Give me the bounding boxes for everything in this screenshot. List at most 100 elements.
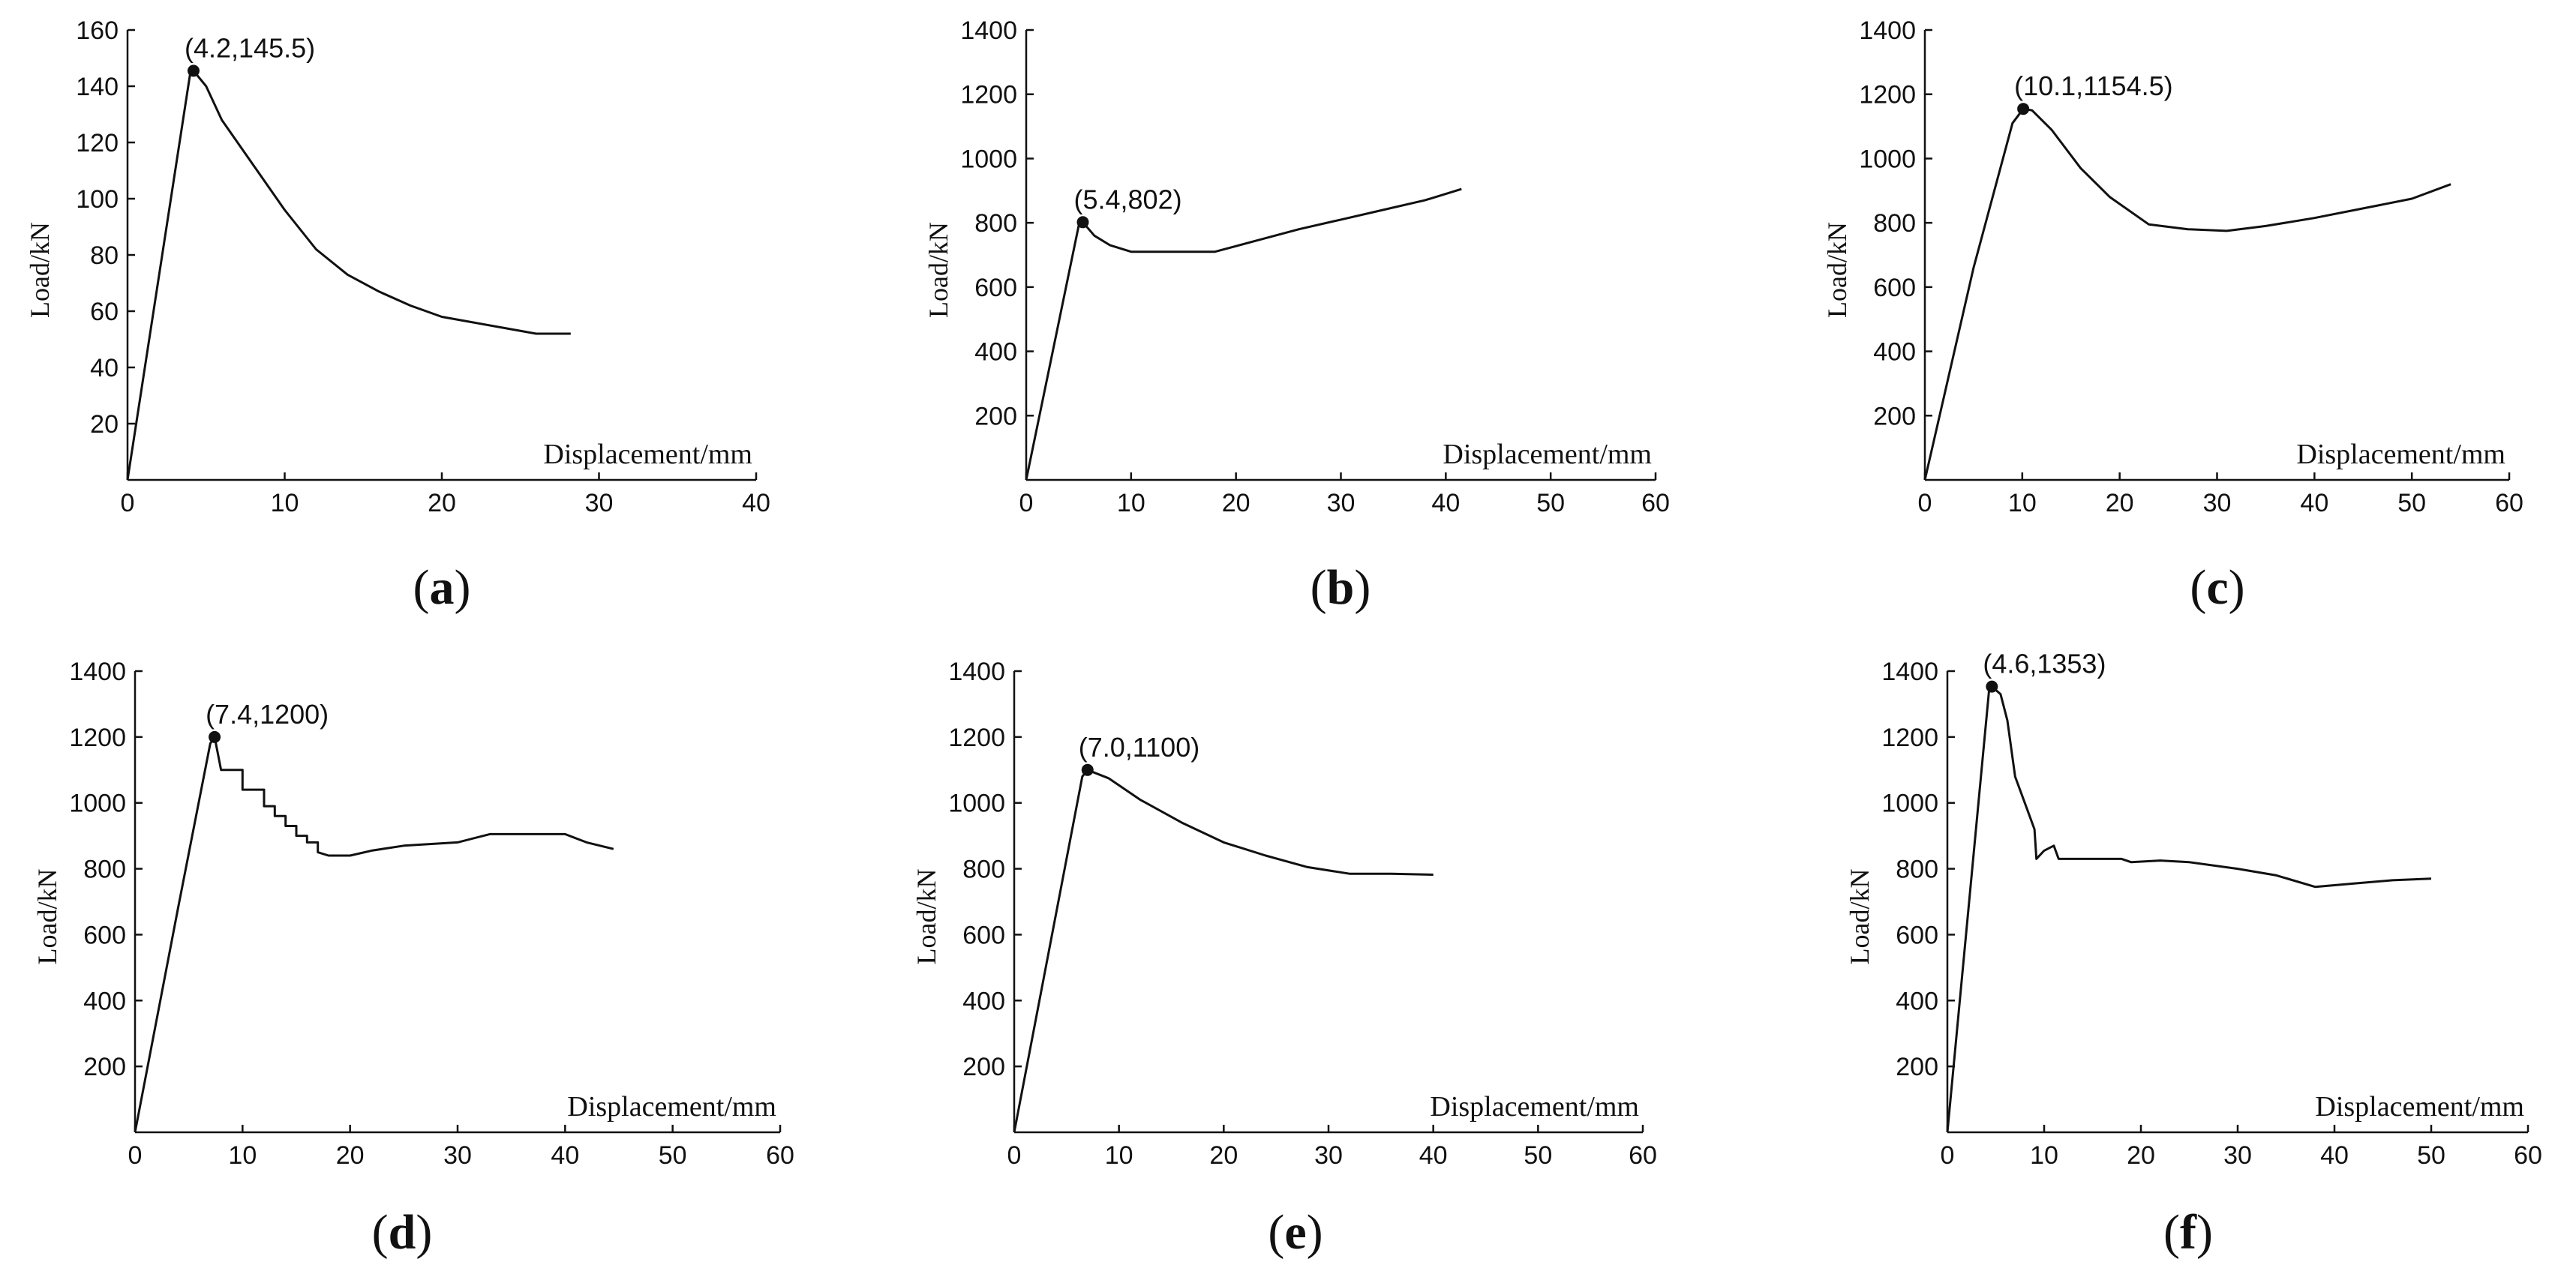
x-tick-label: 0 — [128, 1141, 143, 1170]
chart-panel-e: 0 10 20 30 40 50 60 200 400 600 800 1000 1200 1400 Dis… — [911, 658, 1657, 1260]
y-tick-label: 1400 — [1881, 658, 1938, 686]
y-axis-title: Load/kN — [923, 222, 953, 318]
y-axis-title: Load/kN — [25, 222, 55, 318]
y-tick-label: 400 — [1896, 987, 1938, 1015]
x-axis-title: Displacement/mm — [543, 439, 752, 470]
x-tick-label: 50 — [2397, 489, 2426, 517]
y-tick-label: 100 — [76, 185, 119, 214]
series-line — [126, 69, 571, 481]
chart-panel-b: 0 10 20 30 40 50 60 200 400 600 800 1000 1200 1400 Dis… — [923, 16, 1670, 615]
x-tick-label: 10 — [2030, 1141, 2058, 1170]
x-tick-label: 10 — [271, 489, 299, 517]
y-tick-label: 60 — [90, 298, 119, 326]
series-line — [1946, 685, 2432, 1133]
y-tick-label: 200 — [974, 402, 1017, 430]
y-tick-label: 140 — [76, 73, 119, 101]
y-tick-label: 1000 — [948, 790, 1005, 818]
peak-point — [1081, 763, 1094, 776]
x-tick-label: 60 — [1629, 1141, 1657, 1170]
x-tick-label: 40 — [2320, 1141, 2349, 1170]
y-tick-label: 1000 — [1859, 145, 1916, 173]
x-tick-label: 50 — [1524, 1141, 1552, 1170]
x-tick-label: 10 — [2008, 489, 2037, 517]
x-tick-label: 40 — [2300, 489, 2328, 517]
x-axis-title: Displacement/mm — [567, 1091, 776, 1123]
x-tick-label: 40 — [1431, 489, 1460, 517]
x-tick-label: 20 — [336, 1141, 365, 1170]
y-tick-label: 400 — [962, 987, 1005, 1015]
x-tick-label: 10 — [228, 1141, 257, 1170]
x-tick-label: 0 — [121, 489, 135, 517]
series-line — [1923, 107, 2451, 481]
panel-caption: (d) — [372, 1205, 433, 1260]
y-tick-label: 1200 — [69, 724, 126, 752]
y-axis-title: Load/kN — [32, 869, 62, 965]
x-tick-label: 40 — [742, 489, 770, 517]
peak-point — [2017, 103, 2030, 115]
y-tick-label: 800 — [962, 856, 1005, 884]
panel-caption: (c) — [2190, 560, 2244, 615]
x-tick-label: 30 — [2223, 1141, 2252, 1170]
x-tick-label: 20 — [2106, 489, 2134, 517]
peak-label: (5.4,802) — [1074, 184, 1182, 214]
y-tick-label: 200 — [1873, 402, 1916, 430]
y-tick-label: 80 — [90, 241, 119, 270]
y-tick-label: 40 — [90, 354, 119, 382]
y-axis-title: Load/kN — [1845, 869, 1875, 965]
x-tick-label: 20 — [2127, 1141, 2155, 1170]
x-tick-label: 60 — [2495, 489, 2523, 517]
y-tick-label: 1400 — [960, 16, 1017, 45]
y-tick-label: 1200 — [1881, 724, 1938, 752]
chart-panel-a: 0 10 20 30 40 20 40 60 80 100 120 140 160 Displacemen… — [25, 16, 770, 615]
y-tick-label: 600 — [962, 921, 1005, 949]
chart-panel-f: 0 10 20 30 40 50 60 200 400 600 800 1000 1200 1400 Dis… — [1845, 649, 2542, 1260]
y-tick-label: 1000 — [960, 145, 1017, 173]
y-tick-label: 600 — [974, 274, 1017, 302]
peak-label: (4.2,145.5) — [185, 32, 315, 63]
peak-point — [1986, 680, 1998, 693]
y-tick-label: 1200 — [1859, 81, 1916, 109]
y-tick-label: 1200 — [960, 81, 1017, 109]
y-tick-label: 600 — [83, 921, 126, 949]
y-tick-label: 120 — [76, 129, 119, 157]
x-tick-label: 0 — [1019, 489, 1034, 517]
y-tick-label: 200 — [83, 1053, 126, 1081]
chart-panel-c: 0 10 20 30 40 50 60 200 400 600 800 1000 1200 1400 Dis… — [1822, 16, 2523, 615]
y-tick-label: 600 — [1873, 274, 1916, 302]
x-tick-label: 30 — [585, 489, 614, 517]
x-tick-label: 20 — [1222, 489, 1250, 517]
y-tick-label: 1000 — [69, 790, 126, 818]
x-tick-label: 20 — [428, 489, 456, 517]
x-tick-label: 40 — [551, 1141, 579, 1170]
chart-panel-d: 0 10 20 30 40 50 60 200 400 600 800 1000 1200 1400 Dis… — [32, 658, 794, 1260]
y-axis-title: Load/kN — [1822, 222, 1852, 318]
y-tick-label: 1400 — [1859, 16, 1916, 45]
y-tick-label: 800 — [1873, 209, 1916, 238]
y-tick-label: 1000 — [1881, 790, 1938, 818]
y-tick-label: 1400 — [948, 658, 1005, 686]
y-tick-label: 1200 — [948, 724, 1005, 752]
x-tick-label: 30 — [1327, 489, 1356, 517]
x-tick-label: 60 — [766, 1141, 794, 1170]
y-tick-label: 600 — [1896, 921, 1938, 949]
y-tick-label: 200 — [962, 1053, 1005, 1081]
x-tick-label: 0 — [1941, 1141, 1955, 1170]
x-tick-label: 20 — [1209, 1141, 1238, 1170]
x-tick-label: 60 — [1641, 489, 1670, 517]
x-tick-label: 10 — [1117, 489, 1145, 517]
panel-caption: (e) — [1268, 1205, 1323, 1260]
x-tick-label: 50 — [1536, 489, 1565, 517]
series-line — [1025, 187, 1462, 481]
y-tick-label: 400 — [974, 338, 1017, 367]
x-tick-label: 0 — [1007, 1141, 1022, 1170]
x-tick-label: 30 — [1314, 1141, 1343, 1170]
y-tick-label: 400 — [83, 987, 126, 1015]
peak-point — [1076, 216, 1089, 229]
panel-caption: (f) — [2163, 1205, 2213, 1260]
x-tick-label: 10 — [1105, 1141, 1133, 1170]
x-axis-title: Displacement/mm — [1430, 1091, 1639, 1123]
peak-label: (4.6,1353) — [1983, 649, 2106, 679]
y-tick-label: 160 — [76, 16, 119, 45]
x-tick-label: 50 — [659, 1141, 687, 1170]
